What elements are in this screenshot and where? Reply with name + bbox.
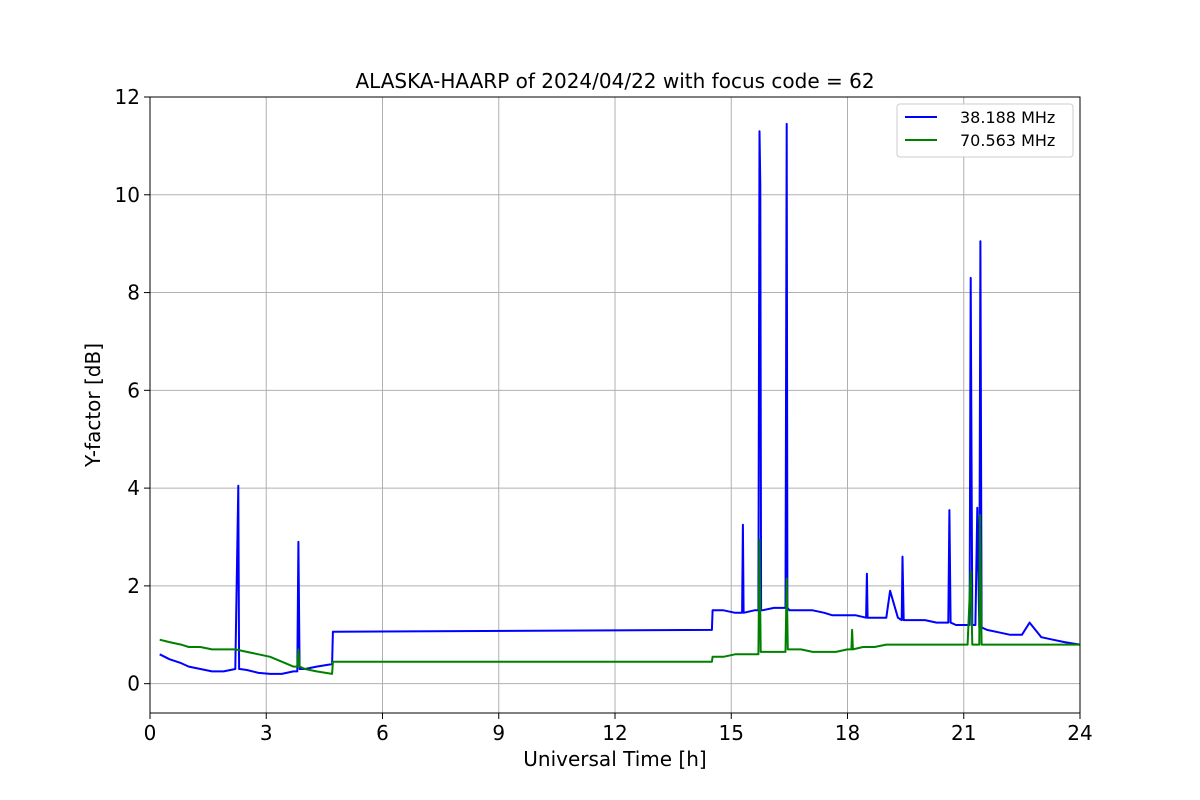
x-tick-label: 0 (144, 721, 157, 745)
x-tick-label: 24 (1067, 721, 1092, 745)
x-tick-label: 12 (602, 721, 627, 745)
x-tick-label: 15 (719, 721, 744, 745)
x-tick-label: 9 (492, 721, 505, 745)
x-tick-label: 21 (951, 721, 976, 745)
x-axis-label: Universal Time [h] (523, 747, 706, 771)
x-tick-label: 6 (376, 721, 389, 745)
legend: 38.188 MHz 70.563 MHz (896, 103, 1074, 158)
y-axis-label: Y-factor [dB] (81, 343, 105, 468)
y-tick-label: 4 (127, 476, 140, 500)
y-tick-label: 0 (127, 672, 140, 696)
y-tick-label: 10 (115, 183, 140, 207)
series-group (159, 122, 1080, 675)
legend-box (896, 103, 1074, 158)
series-line-70mhz (159, 514, 1080, 675)
legend-label-70mhz: 70.563 MHz (960, 131, 1055, 150)
y-tick-label: 8 (127, 281, 140, 305)
plot-area (159, 122, 1080, 675)
x-axis-ticks: 0 3 6 9 12 15 18 21 24 (144, 713, 1093, 745)
y-tick-label: 2 (127, 574, 140, 598)
y-tick-label: 6 (127, 378, 140, 402)
y-axis-ticks: 0 2 4 6 8 10 12 (115, 85, 150, 696)
x-tick-label: 18 (835, 721, 860, 745)
chart-title: ALASKA-HAARP of 2024/04/22 with focus co… (355, 69, 874, 93)
x-tick-label: 3 (260, 721, 273, 745)
y-tick-label: 12 (115, 85, 140, 109)
legend-label-38mhz: 38.188 MHz (960, 108, 1055, 127)
